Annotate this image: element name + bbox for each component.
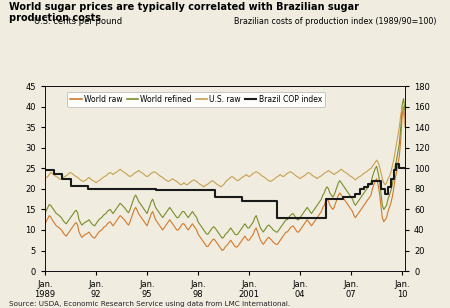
U.S. raw [402,125,408,129]
Text: Source: USDA, Economic Research Service using data from LMC International.: Source: USDA, Economic Research Service … [9,302,290,307]
U.S. raw [256,172,262,175]
World raw [256,234,262,238]
World refined [220,236,225,240]
Brazil COP index [255,199,260,203]
Text: U.S. cents per pound: U.S. cents per pound [34,17,122,26]
U.S. raw [275,175,280,178]
U.S. raw [63,174,69,178]
Brazil COP index [276,216,282,220]
Brazil COP index [273,199,279,203]
World raw [402,117,408,121]
World raw [275,242,280,246]
Line: World raw: World raw [45,107,405,250]
Brazil COP index [63,177,69,180]
World raw [333,201,338,205]
World refined [401,97,406,100]
U.S. raw [201,185,207,189]
Brazil COP index [402,167,408,170]
U.S. raw [333,172,338,175]
Brazil COP index [333,197,338,201]
World refined [402,109,408,113]
Legend: World raw, World refined, U.S. raw, Brazil COP index: World raw, World refined, U.S. raw, Braz… [68,92,325,107]
World refined [63,222,69,226]
World refined [42,212,48,215]
Brazil COP index [275,216,280,220]
World raw [63,234,69,238]
World raw [42,222,48,226]
World refined [162,214,167,217]
Line: U.S. raw: U.S. raw [45,107,405,187]
World raw [162,226,167,230]
Line: World refined: World refined [45,99,405,238]
U.S. raw [400,105,405,109]
U.S. raw [162,177,167,180]
Brazil COP index [42,168,48,172]
Line: Brazil COP index: Brazil COP index [45,164,405,218]
U.S. raw [276,174,282,178]
World refined [275,230,280,234]
World raw [401,105,406,109]
Text: World sugar prices are typically correlated with Brazilian sugar
production cost: World sugar prices are typically correla… [9,2,359,23]
World raw [276,241,282,244]
Text: Brazilian costs of production index (1989/90=100): Brazilian costs of production index (198… [234,17,436,26]
Brazil COP index [162,188,167,192]
U.S. raw [42,177,48,180]
World refined [333,189,338,193]
World refined [276,228,282,232]
Brazil COP index [394,162,399,166]
World raw [220,249,225,252]
World refined [256,222,262,226]
